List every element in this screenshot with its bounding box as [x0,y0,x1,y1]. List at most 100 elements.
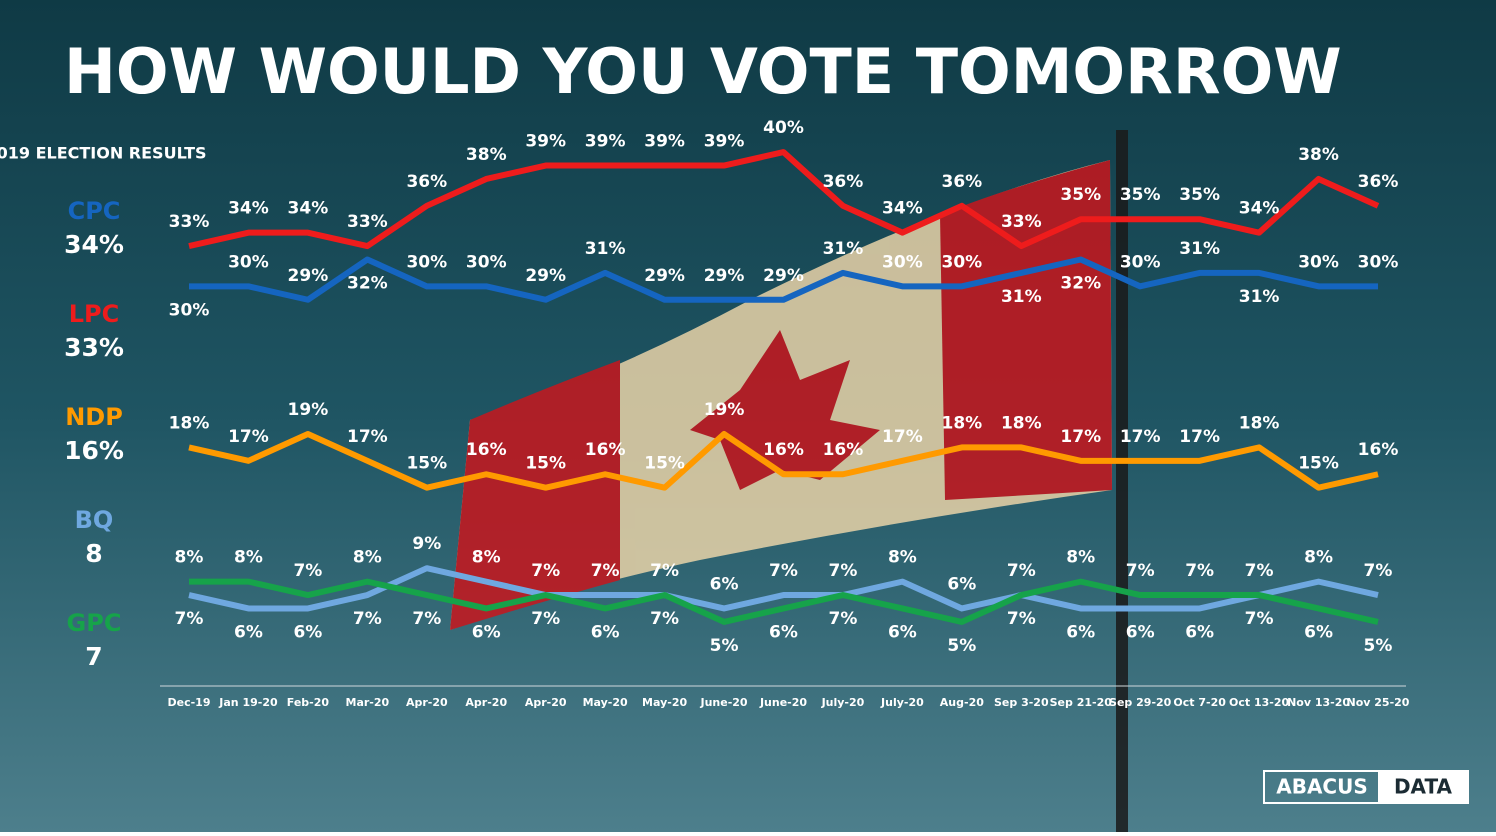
data-label: 7% [1007,561,1036,581]
data-label: 29% [525,266,566,286]
data-label-value: 34 [288,199,312,219]
data-label: 29% [704,266,745,286]
data-label-value: 29 [288,266,312,286]
data-label: 32% [1060,273,1101,293]
data-label-unit: % [1078,548,1095,568]
x-tick-label: May-20 [642,696,687,709]
data-label-value: 6 [293,622,305,642]
data-label-value: 6 [1304,622,1316,642]
x-tick-label: Jan 19-20 [218,696,278,709]
data-label: 34% [882,199,923,219]
data-label-value: 5 [947,636,959,656]
data-label-value: 19 [288,400,312,420]
data-label-value: 35 [1060,185,1084,205]
x-tick-label: Oct 13-20 [1229,696,1289,709]
data-label-unit: % [906,199,923,219]
data-label-value: 7 [829,561,841,581]
data-label: 8% [472,548,501,568]
legend-result: 8 [85,539,102,568]
data-label-unit: % [846,440,863,460]
data-label-unit: % [1381,252,1398,272]
data-label-value: 15 [525,454,549,474]
data-label-value: 30 [406,252,430,272]
data-label-value: 7 [1245,609,1257,629]
data-label: 30% [1358,252,1399,272]
legend-result: 33% [64,333,124,362]
data-label-unit: % [1144,185,1161,205]
data-label: 18% [1239,413,1280,433]
x-tick-label: Sep 29-20 [1109,696,1172,709]
data-label: 7% [650,609,679,629]
data-label: 39% [644,132,685,152]
data-label-value: 6 [234,622,246,642]
data-label-unit: % [787,266,804,286]
data-label-unit: % [1262,413,1279,433]
data-label-unit: % [727,266,744,286]
data-label-value: 16 [1358,440,1382,460]
data-label: 6% [1066,622,1095,642]
data-label-value: 31 [1239,287,1263,307]
data-label-value: 32 [347,273,371,293]
data-label-unit: % [311,266,328,286]
data-label-unit: % [192,413,209,433]
data-label-value: 33 [1001,212,1025,232]
data-label: 7% [1185,561,1214,581]
data-label-unit: % [1019,609,1036,629]
data-label: 9% [412,534,441,554]
data-label-value: 17 [1060,427,1084,447]
data-label: 16% [763,440,804,460]
data-label: 6% [888,622,917,642]
data-label-unit: % [1138,622,1155,642]
data-label-unit: % [603,622,620,642]
data-label-value: 30 [941,252,965,272]
data-label: 40% [763,118,804,138]
data-label-unit: % [1203,427,1220,447]
data-label-unit: % [906,252,923,272]
data-label-value: 17 [1120,427,1144,447]
data-label-unit: % [430,252,447,272]
data-label-unit: % [1316,622,1333,642]
data-label-unit: % [1197,622,1214,642]
data-label: 36% [406,172,447,192]
data-label: 30% [228,252,269,272]
data-label: 19% [288,400,329,420]
data-label-value: 29 [525,266,549,286]
data-label-unit: % [252,199,269,219]
data-label-value: 34 [1239,199,1263,219]
legend-title: 2019 ELECTION RESULTS [0,144,207,163]
data-label: 17% [228,427,269,447]
data-label-value: 31 [585,239,609,259]
data-label-unit: % [603,561,620,581]
data-label: 16% [466,440,507,460]
data-label-unit: % [668,266,685,286]
data-label-unit: % [1375,561,1392,581]
data-label-value: 6 [472,622,484,642]
data-label-value: 30 [169,300,193,320]
data-label-unit: % [1197,561,1214,581]
data-label-value: 8 [353,548,365,568]
legend-name: LPC [69,300,120,328]
data-label: 30% [466,252,507,272]
data-label: 31% [1001,287,1042,307]
data-label: 39% [525,132,566,152]
data-label-value: 36 [941,172,965,192]
data-label-unit: % [1316,548,1333,568]
data-label-unit: % [787,440,804,460]
data-label-unit: % [490,145,507,165]
data-label-unit: % [781,561,798,581]
data-label-unit: % [721,574,738,594]
data-label-unit: % [662,561,679,581]
data-label-unit: % [965,413,982,433]
data-label-value: 7 [1126,561,1138,581]
data-label: 18% [941,413,982,433]
data-label-value: 16 [823,440,847,460]
logo-text: DATA [1394,775,1453,799]
data-label: 7% [829,609,858,629]
data-label-value: 18 [1001,413,1025,433]
data-label-value: 7 [293,561,305,581]
data-label: 6% [234,622,263,642]
data-label: 7% [531,561,560,581]
x-tick-label: Apr-20 [525,696,567,709]
data-label-unit: % [1084,273,1101,293]
data-label: 29% [763,266,804,286]
